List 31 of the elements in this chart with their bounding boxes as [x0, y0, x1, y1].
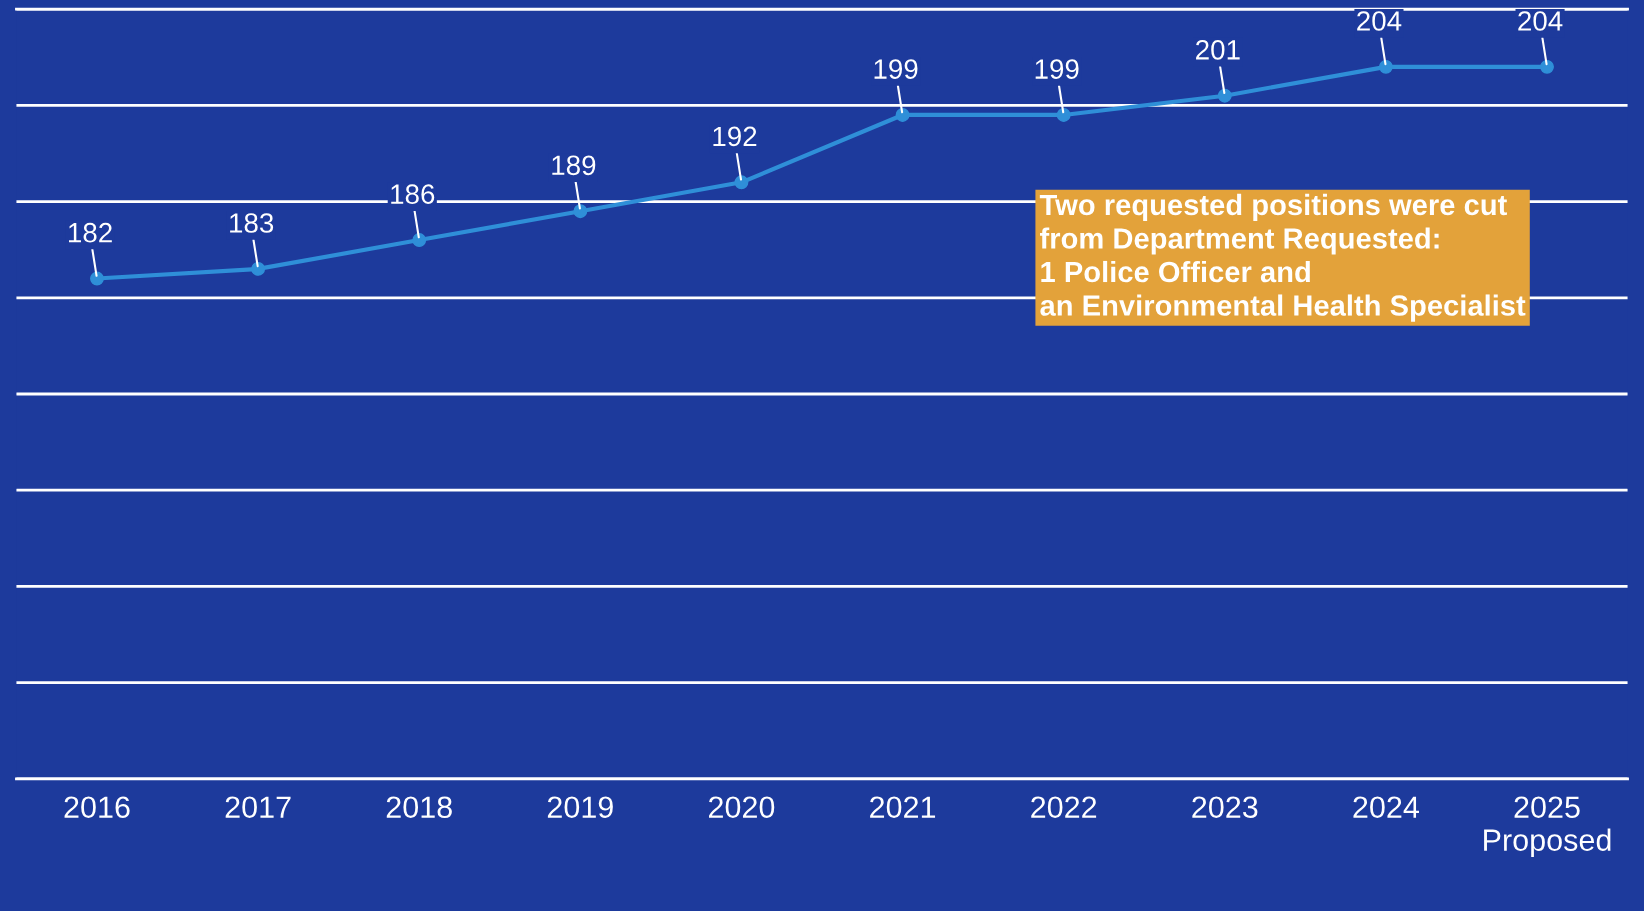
point	[573, 204, 588, 219]
x-tick-label: 2016	[64, 796, 130, 819]
point	[1540, 59, 1554, 74]
x-tick-label: 2019	[547, 796, 613, 819]
x-tick-label: 2022	[1031, 796, 1097, 819]
point	[1217, 88, 1232, 103]
data-label: 189	[552, 155, 596, 176]
x-tick-label: 2021	[870, 796, 936, 819]
x-tick-label: 2025 Proposed	[1484, 796, 1611, 857]
x-tick-label: 2024	[1353, 796, 1419, 819]
point	[412, 233, 427, 247]
x-tick-label: 2020	[709, 796, 775, 819]
annotation: Two requested positions were cut from Department Requested: 1 Police Officer and an Environmental Health Specialist	[1039, 193, 1526, 322]
point	[895, 108, 910, 122]
x-tick-label: 2023	[1192, 796, 1258, 819]
data-label: 183	[230, 213, 274, 233]
data-label: 192	[713, 126, 757, 147]
data-label: 204	[1518, 11, 1563, 31]
data-label: 199	[874, 59, 918, 79]
data-label: 204	[1357, 11, 1402, 31]
point	[1056, 108, 1071, 122]
point	[734, 175, 749, 190]
data-label: 199	[1035, 59, 1079, 79]
data-label: 186	[391, 184, 435, 204]
point	[251, 261, 266, 276]
point	[90, 271, 104, 286]
data-label: 182	[69, 222, 112, 243]
point	[1378, 59, 1393, 74]
data-label: 201	[1196, 40, 1240, 60]
x-tick-label: 2018	[386, 796, 452, 819]
x-tick-label: 2017	[225, 796, 291, 819]
